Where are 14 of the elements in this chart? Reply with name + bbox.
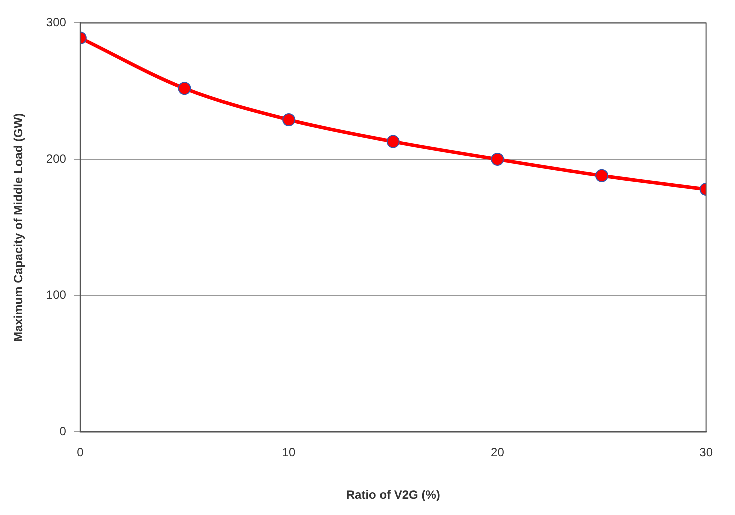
y-tick-label: 200 bbox=[46, 152, 67, 166]
point bbox=[491, 153, 504, 166]
y-tick-label: 0 bbox=[60, 424, 67, 439]
point bbox=[386, 135, 400, 148]
y-tick-label: 300 bbox=[46, 16, 67, 30]
point bbox=[178, 82, 192, 96]
point bbox=[282, 113, 296, 126]
x-axis-title: Ratio of V2G (%) bbox=[346, 488, 440, 502]
x-tick-label: 10 bbox=[282, 446, 296, 460]
x-tick-label: 30 bbox=[700, 446, 714, 460]
y-tick-label: 100 bbox=[46, 288, 67, 302]
y-axis-title: Maximum Capacity of Middle Load (GW) bbox=[12, 113, 26, 342]
x-tick-label: 20 bbox=[491, 446, 505, 460]
x-tick-label: 0 bbox=[77, 446, 84, 460]
